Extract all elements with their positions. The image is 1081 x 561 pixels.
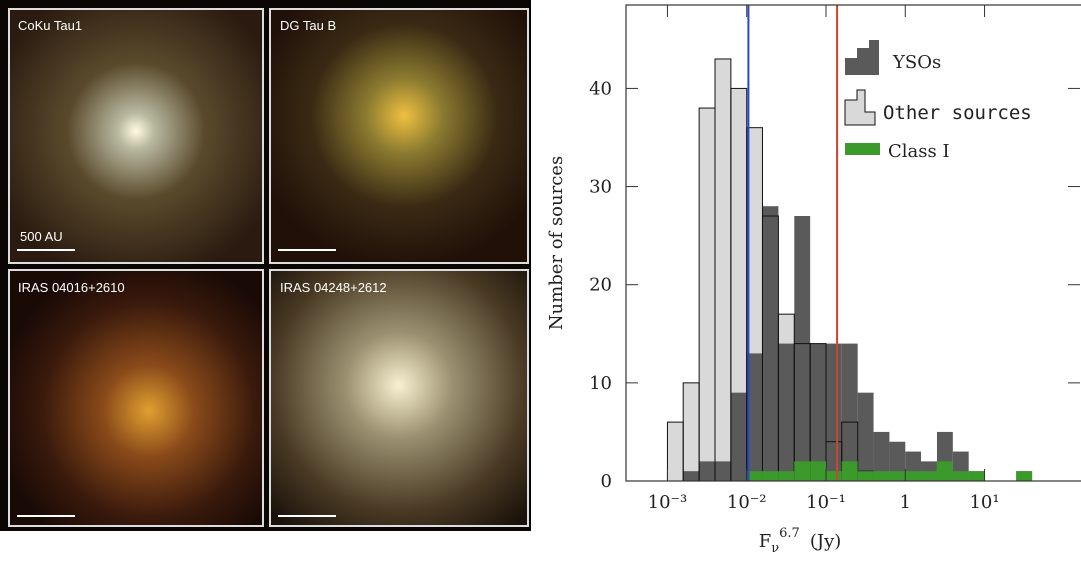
other-bar — [667, 422, 683, 481]
class-i-bar — [794, 461, 810, 481]
yso-bar — [715, 461, 731, 481]
x-tick-label: 10⁻² — [727, 492, 767, 513]
class-i-bar — [1016, 471, 1032, 481]
yso-bar — [842, 344, 858, 481]
class-i-bar — [778, 471, 794, 481]
y-tick-label: 10 — [589, 373, 612, 394]
yso-bar — [699, 461, 715, 481]
histogram-chart: 0 10 20 30 40 10⁻³ 10⁻² 10⁻¹ 1 10¹ YSOs Other sourc… — [589, 5, 1081, 513]
class-i-bar — [858, 471, 874, 481]
x-label-subscript: ν — [771, 541, 779, 556]
class-i-bar — [842, 461, 858, 481]
image-panel: DG Tau B — [270, 9, 528, 263]
yso-bar — [731, 393, 747, 481]
x-label-superscript: 6.7 — [779, 526, 800, 541]
class-i-bar — [937, 461, 953, 481]
image-panel: IRAS 04016+2610 — [9, 270, 263, 526]
y-axis-label: Number of sources — [546, 156, 567, 330]
other-bar — [715, 59, 731, 481]
x-label-unit: (Jy) — [810, 531, 841, 552]
panel-label: IRAS 04016+2610 — [18, 280, 125, 295]
legend-swatch — [845, 143, 880, 155]
y-tick-label: 20 — [589, 275, 612, 296]
yso-bar — [810, 344, 826, 481]
yso-bar — [683, 471, 699, 481]
class-i-bar — [762, 471, 778, 481]
x-tick-label: 10⁻¹ — [806, 492, 846, 513]
figure: CoKu Tau1 500 AU DG Tau B IRAS 04016+261… — [0, 0, 1081, 561]
class-i-bar — [874, 471, 890, 481]
other-bar — [683, 383, 699, 481]
x-tick-label: 10⁻³ — [648, 492, 688, 513]
y-tick-label: 40 — [589, 78, 612, 99]
other-bar — [699, 108, 715, 481]
class-i-bar — [889, 471, 905, 481]
class-i-bar — [921, 471, 937, 481]
image-panel: CoKu Tau1 500 AU — [9, 9, 263, 263]
class-i-bar — [826, 471, 842, 481]
yso-bar — [826, 344, 842, 481]
legend-label: Other sources — [883, 102, 1032, 124]
panel-label: CoKu Tau1 — [18, 18, 82, 33]
x-tick-label: 1 — [900, 492, 911, 513]
yso-bar — [762, 206, 778, 481]
class-i-bar — [953, 471, 969, 481]
legend-label: YSOs — [892, 52, 941, 73]
y-tick-label: 30 — [589, 177, 612, 198]
panel-label: IRAS 04248+2612 — [280, 280, 387, 295]
class-i-bar — [969, 471, 985, 481]
legend-label: Class I — [888, 141, 950, 162]
y-tick-label: 0 — [601, 471, 612, 492]
class-i-bar — [905, 471, 921, 481]
panel-label: DG Tau B — [280, 18, 336, 33]
x-label-base: F — [759, 531, 772, 552]
yso-bar — [794, 216, 810, 481]
yso-bar — [778, 344, 794, 481]
x-axis-label: Fν6.7 (Jy) — [759, 526, 842, 556]
scale-bar-label: 500 AU — [20, 229, 63, 244]
yso-bar — [858, 393, 874, 481]
x-tick-label: 10¹ — [969, 492, 999, 513]
class-i-bar — [810, 461, 826, 481]
image-panel: IRAS 04248+2612 — [270, 270, 528, 526]
